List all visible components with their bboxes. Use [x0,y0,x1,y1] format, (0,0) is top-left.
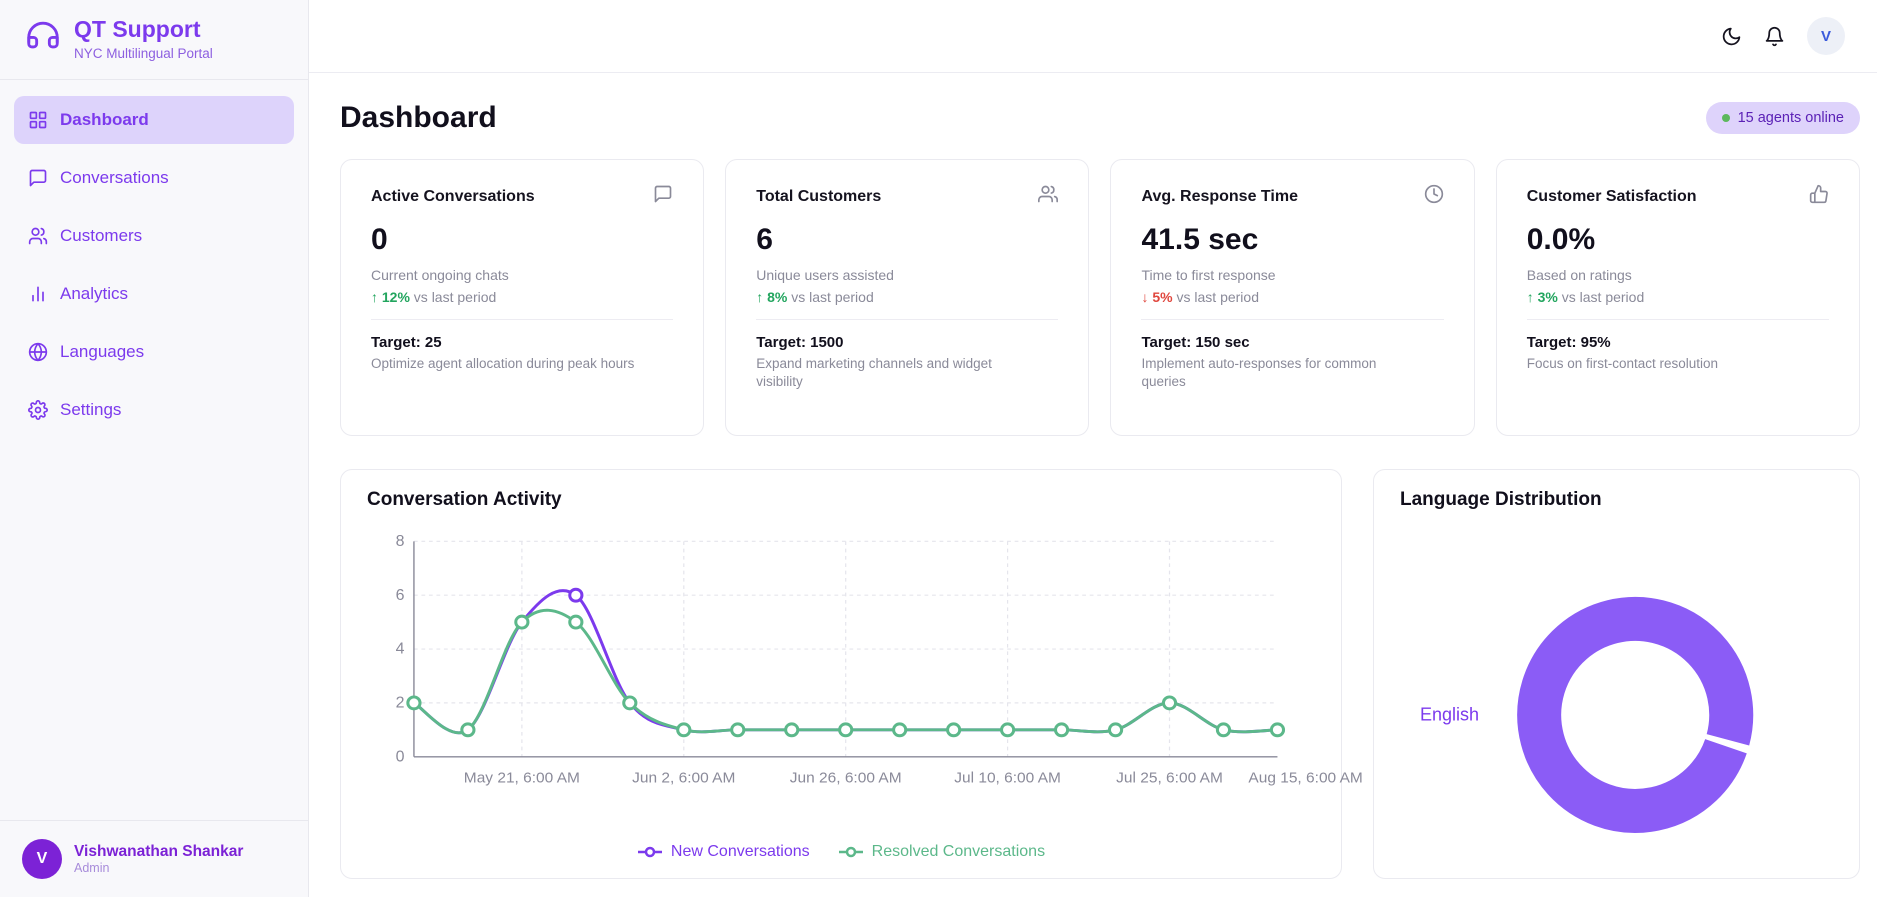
svg-text:6: 6 [396,587,405,604]
svg-text:8: 8 [396,533,405,550]
svg-text:0: 0 [396,748,405,765]
svg-text:Aug 15, 6:00 AM: Aug 15, 6:00 AM [1248,770,1362,787]
svg-text:Jul 25, 6:00 AM: Jul 25, 6:00 AM [1116,770,1223,787]
svg-text:Jul 10, 6:00 AM: Jul 10, 6:00 AM [954,770,1061,787]
svg-text:Jun 26, 6:00 AM: Jun 26, 6:00 AM [790,770,902,787]
svg-text:Jun 2, 6:00 AM: Jun 2, 6:00 AM [632,770,735,787]
svg-text:2: 2 [396,695,405,712]
svg-text:4: 4 [396,641,405,658]
svg-text:May 21, 6:00 AM: May 21, 6:00 AM [464,770,580,787]
